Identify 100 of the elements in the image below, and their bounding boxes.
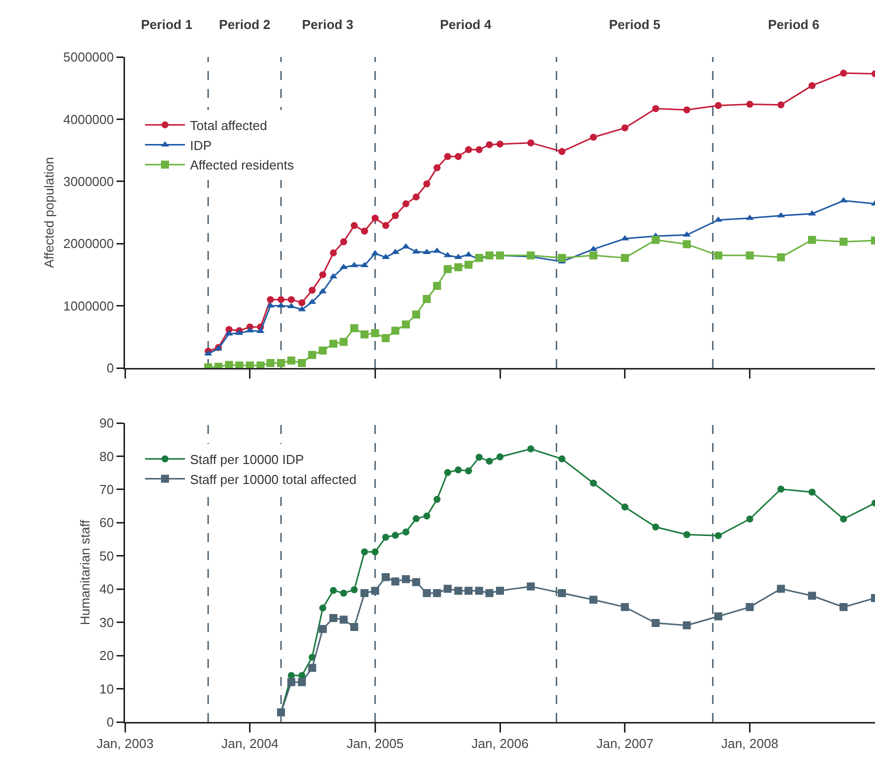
- point: [476, 454, 483, 461]
- point: [402, 200, 410, 208]
- point: [350, 324, 358, 332]
- point: [464, 260, 473, 269]
- point: [392, 212, 399, 220]
- y-tick-label: 5000000: [63, 50, 114, 65]
- point: [714, 532, 722, 540]
- point: [329, 340, 338, 348]
- point: [620, 603, 629, 612]
- text: Period 2: [219, 17, 270, 32]
- point: [402, 320, 410, 328]
- point: [288, 296, 295, 304]
- point: [558, 589, 566, 598]
- y-tick-label: 4000000: [63, 112, 114, 127]
- point: [298, 678, 306, 686]
- point: [444, 469, 452, 476]
- point: [714, 612, 722, 620]
- point: [714, 251, 722, 260]
- point: [350, 222, 358, 230]
- text: Period 5: [609, 17, 660, 32]
- point: [840, 238, 848, 246]
- point: [444, 584, 452, 593]
- legend-label: Total affected: [190, 118, 268, 133]
- point: [464, 586, 473, 595]
- y-tick-label: 90: [99, 416, 114, 431]
- point: [652, 236, 660, 244]
- legend-label: Staff per 10000 IDP: [190, 452, 304, 467]
- point: [486, 458, 493, 465]
- point: [361, 548, 368, 556]
- text: Period 6: [768, 17, 820, 32]
- point: [329, 614, 338, 622]
- point: [558, 254, 566, 262]
- point: [308, 286, 316, 294]
- point: [287, 356, 296, 365]
- point: [340, 590, 348, 597]
- point: [360, 330, 369, 338]
- y-axis-title: Humanitarian staff: [78, 519, 93, 626]
- point: [465, 146, 472, 154]
- point: [527, 445, 534, 452]
- point: [402, 575, 410, 584]
- x-tick-label: Jan, 2005: [346, 736, 404, 752]
- legend-label: Affected residents: [190, 158, 294, 173]
- point: [746, 516, 754, 523]
- point: [308, 664, 316, 672]
- point: [391, 577, 400, 586]
- point: [475, 586, 484, 595]
- point: [266, 302, 274, 308]
- point: [746, 100, 754, 108]
- point: [422, 248, 431, 254]
- point: [382, 573, 390, 582]
- point: [402, 528, 410, 536]
- y-tick-label: 20: [99, 648, 114, 664]
- y-tick-label: 60: [99, 515, 114, 530]
- point: [330, 249, 337, 256]
- point: [382, 534, 390, 541]
- point: [777, 486, 784, 493]
- point: [485, 589, 494, 598]
- point: [412, 515, 420, 522]
- point: [391, 326, 400, 335]
- point: [776, 584, 785, 593]
- y-tick-label: 70: [99, 482, 114, 497]
- point: [412, 193, 420, 200]
- point: [840, 516, 848, 523]
- point: [840, 603, 848, 612]
- point: [746, 251, 754, 260]
- y-tick-label: 40: [99, 582, 114, 597]
- point: [714, 216, 722, 222]
- point: [382, 254, 390, 260]
- x-tick-label: Jan, 2006: [471, 736, 529, 752]
- point: [225, 360, 234, 368]
- point: [683, 531, 690, 538]
- point: [392, 532, 399, 539]
- point: [391, 248, 400, 254]
- legend-label: IDP: [190, 138, 212, 153]
- point: [412, 310, 420, 319]
- point: [319, 604, 326, 612]
- point: [318, 288, 327, 294]
- point: [465, 467, 472, 474]
- point: [682, 231, 691, 237]
- point: [422, 294, 431, 303]
- text: Period 1: [141, 17, 192, 32]
- point: [423, 180, 430, 188]
- point: [382, 222, 390, 230]
- point: [776, 253, 785, 262]
- point: [246, 362, 254, 368]
- point: [434, 164, 441, 172]
- text: Period 3: [302, 17, 354, 32]
- point: [621, 504, 628, 511]
- y-tick-label: 2000000: [63, 236, 114, 252]
- point: [266, 296, 274, 304]
- point: [361, 228, 368, 235]
- point: [454, 263, 462, 272]
- point: [558, 455, 566, 462]
- point: [372, 548, 379, 556]
- point: [340, 238, 348, 246]
- point: [372, 214, 379, 222]
- point: [527, 139, 534, 146]
- point: [486, 141, 493, 148]
- point: [746, 603, 754, 612]
- point: [382, 334, 390, 342]
